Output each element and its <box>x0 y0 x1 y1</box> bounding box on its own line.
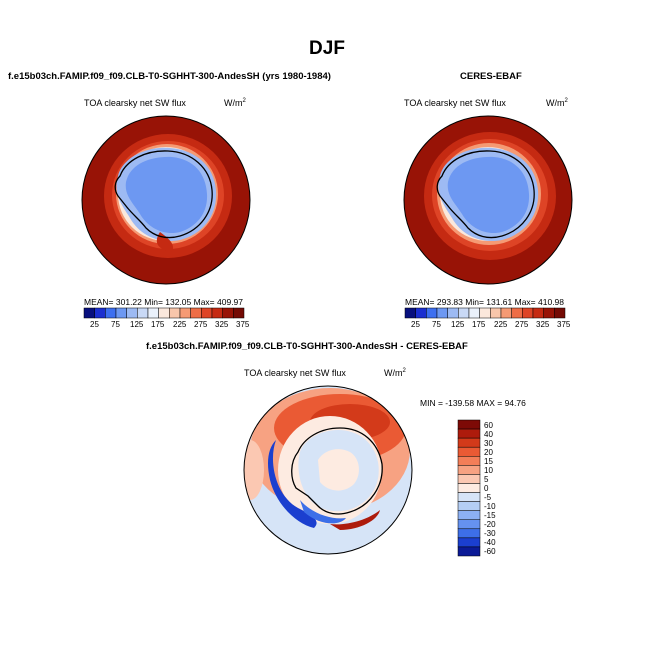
colorbar-swatch <box>457 465 481 475</box>
diff-colorbar <box>457 419 481 557</box>
diff-colorbar-label: -15 <box>484 511 496 520</box>
diff-units: W/m2 <box>384 368 406 378</box>
diff-colorbar-label: 15 <box>484 457 493 466</box>
diff-colorbar-label: 0 <box>484 484 489 493</box>
model-tick: 325 <box>215 320 229 329</box>
season-title: DJF <box>309 38 345 59</box>
model-colorbar <box>83 307 245 319</box>
obs-panel-header: CERES-EBAF <box>460 71 522 82</box>
diff-colorbar-label: 20 <box>484 448 493 457</box>
colorbar-swatch <box>457 546 481 557</box>
obs-colorbar <box>404 307 566 319</box>
colorbar-swatch <box>457 501 481 511</box>
diff-colorbar-label: 10 <box>484 466 493 475</box>
model-tick: 275 <box>194 320 208 329</box>
diff-colorbar-label: -10 <box>484 502 496 511</box>
colorbar-swatch <box>457 483 481 493</box>
colorbar-swatch <box>457 437 481 448</box>
obs-tick: 325 <box>536 320 550 329</box>
diff-colorbar-label: -20 <box>484 520 496 529</box>
model-tick: 125 <box>130 320 144 329</box>
colorbar-swatch <box>457 419 481 430</box>
obs-tick: 225 <box>494 320 508 329</box>
model-tick: 75 <box>111 320 120 329</box>
colorbar-swatch <box>457 528 481 539</box>
colorbar-swatch <box>457 519 481 530</box>
obs-tick: 125 <box>451 320 465 329</box>
obs-variable-name: TOA clearsky net SW flux <box>404 98 506 108</box>
model-variable-name: TOA clearsky net SW flux <box>84 98 186 108</box>
colorbar-swatch <box>457 456 481 466</box>
diff-colorbar-label: 40 <box>484 430 493 439</box>
diff-colorbar-label: 60 <box>484 421 493 430</box>
colorbar-swatch <box>457 537 481 548</box>
diff-variable-name: TOA clearsky net SW flux <box>244 368 346 378</box>
diff-panel-header: f.e15b03ch.FAMIP.f09_f09.CLB-T0-SGHHT-30… <box>146 341 468 352</box>
diff-colorbar-label: 5 <box>484 475 489 484</box>
obs-units: W/m2 <box>546 98 568 108</box>
diff-colorbar-label: -5 <box>484 493 492 502</box>
diff-colorbar-label: -60 <box>484 547 496 556</box>
colorbar-swatch <box>457 474 481 484</box>
obs-tick: 375 <box>557 320 571 329</box>
model-tick: 375 <box>236 320 250 329</box>
colorbar-swatch <box>457 492 481 502</box>
diff-stats: MIN = -139.58 MAX = 94.76 <box>420 398 526 408</box>
obs-tick: 275 <box>515 320 529 329</box>
colorbar-swatch <box>457 446 481 457</box>
model-tick: 25 <box>90 320 99 329</box>
obs-tick: 25 <box>411 320 420 329</box>
obs-tick: 75 <box>432 320 441 329</box>
obs-tick: 175 <box>472 320 486 329</box>
model-stats: MEAN= 301.22 Min= 132.05 Max= 409.97 <box>84 297 244 307</box>
colorbar-swatch <box>457 510 481 520</box>
colorbar-swatch <box>457 428 481 439</box>
diff-colorbar-label: -30 <box>484 529 496 538</box>
obs-stats: MEAN= 293.83 Min= 131.61 Max= 410.98 <box>405 297 565 307</box>
diff-colorbar-label: -40 <box>484 538 496 547</box>
colorbar-swatch <box>233 307 245 319</box>
model-tick: 225 <box>173 320 187 329</box>
diff-colorbar-label: 30 <box>484 439 493 448</box>
model-tick: 175 <box>151 320 165 329</box>
model-units: W/m2 <box>224 98 246 108</box>
model-panel-header: f.e15b03ch.FAMIP.f09_f09.CLB-T0-SGHHT-30… <box>8 71 331 82</box>
colorbar-swatch <box>554 307 566 319</box>
